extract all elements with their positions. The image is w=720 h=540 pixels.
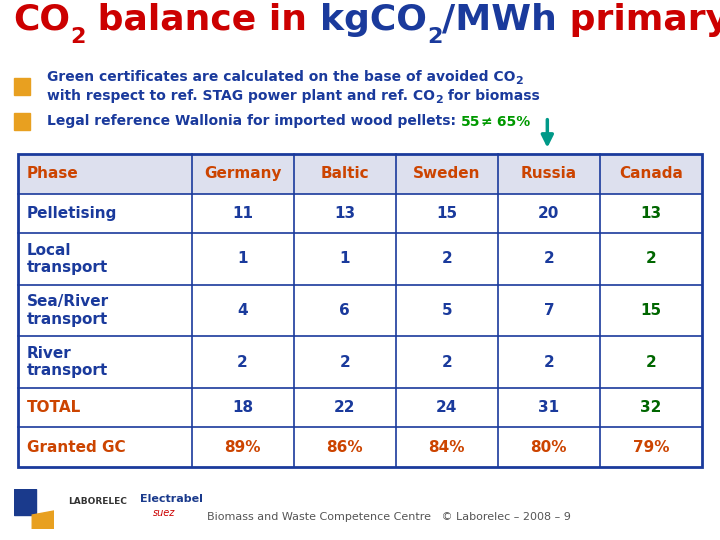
Text: Legal reference Wallonia for imported wood pellets:: Legal reference Wallonia for imported wo… [47, 114, 461, 129]
Text: kgCO: kgCO [320, 3, 427, 37]
Text: TOTAL: TOTAL [27, 400, 81, 415]
Text: CO: CO [13, 3, 70, 37]
Text: 2: 2 [441, 252, 452, 266]
Text: /MWh: /MWh [443, 3, 557, 37]
Text: 65%: 65% [492, 114, 530, 129]
Text: 13: 13 [640, 206, 662, 221]
Text: 84%: 84% [428, 440, 465, 455]
Text: for biomass: for biomass [443, 89, 539, 103]
Text: primary energy: primary energy [557, 3, 720, 37]
Bar [14, 489, 36, 515]
Text: 31: 31 [539, 400, 559, 415]
Text: 2: 2 [646, 355, 657, 369]
Text: 2: 2 [339, 355, 350, 369]
Text: Sea/River
transport: Sea/River transport [27, 294, 109, 327]
Text: Granted GC: Granted GC [27, 440, 125, 455]
Text: 1: 1 [339, 252, 350, 266]
Text: 15: 15 [436, 206, 457, 221]
Text: suez: suez [153, 508, 175, 518]
Text: 1: 1 [238, 252, 248, 266]
Text: Green certificates are calculated on the base of avoided CO: Green certificates are calculated on the… [47, 70, 516, 84]
Text: 2: 2 [544, 252, 554, 266]
Text: 7: 7 [544, 303, 554, 318]
Text: Canada: Canada [619, 166, 683, 181]
Text: 2: 2 [646, 252, 657, 266]
Text: Biomass and Waste Competence Centre   © Laborelec – 2008 – 9: Biomass and Waste Competence Centre © La… [207, 512, 571, 522]
Text: 4: 4 [238, 303, 248, 318]
Text: 2: 2 [237, 355, 248, 369]
Text: 86%: 86% [326, 440, 363, 455]
Text: Pelletising: Pelletising [27, 206, 117, 221]
Text: 13: 13 [334, 206, 355, 221]
Text: 2: 2 [516, 76, 523, 86]
Text: Russia: Russia [521, 166, 577, 181]
Text: 24: 24 [436, 400, 457, 415]
Text: 2: 2 [427, 27, 443, 47]
Text: Electrabel: Electrabel [140, 495, 203, 504]
Text: 22: 22 [334, 400, 356, 415]
Text: Sweden: Sweden [413, 166, 480, 181]
Text: 15: 15 [640, 303, 662, 318]
Text: 11: 11 [232, 206, 253, 221]
Text: 20: 20 [538, 206, 559, 221]
Text: Germany: Germany [204, 166, 282, 181]
Text: 2: 2 [435, 96, 443, 105]
Text: balance in: balance in [86, 3, 320, 37]
Text: 2: 2 [441, 355, 452, 369]
Text: Phase: Phase [27, 166, 78, 181]
Text: LABORELEC: LABORELEC [68, 497, 127, 505]
Polygon shape [32, 511, 54, 529]
Text: 89%: 89% [225, 440, 261, 455]
Text: 2: 2 [70, 27, 86, 47]
Text: River
transport: River transport [27, 346, 108, 378]
Text: Local
transport: Local transport [27, 243, 108, 275]
Text: 55: 55 [461, 114, 480, 129]
Text: 79%: 79% [633, 440, 669, 455]
Text: 32: 32 [640, 400, 662, 415]
Text: 18: 18 [232, 400, 253, 415]
Text: 2: 2 [544, 355, 554, 369]
Text: Baltic: Baltic [320, 166, 369, 181]
Text: 6: 6 [339, 303, 350, 318]
Text: ≠: ≠ [480, 114, 492, 129]
Text: 80%: 80% [531, 440, 567, 455]
Text: 5: 5 [441, 303, 452, 318]
Text: with respect to ref. STAG power plant and ref. CO: with respect to ref. STAG power plant an… [47, 89, 435, 103]
